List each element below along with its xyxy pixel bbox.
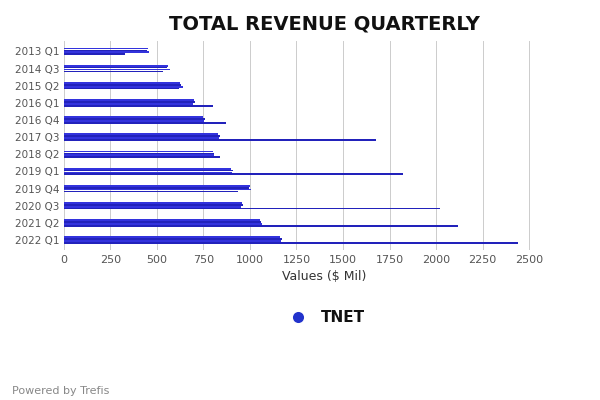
Bar [64,154,214,156]
Bar [64,120,204,122]
Bar [64,70,163,72]
Bar [64,225,458,227]
Bar [64,187,249,188]
Bar [64,122,226,124]
Bar [64,137,219,139]
Bar [64,174,403,175]
Bar [64,86,183,88]
Bar [64,88,179,89]
Bar [64,151,212,152]
Bar [64,236,280,238]
Bar [64,82,180,84]
Bar [64,118,205,120]
Bar [64,242,518,244]
Bar [64,170,233,171]
Bar [64,240,281,242]
Bar [64,202,242,204]
Bar [64,52,149,53]
Bar [64,191,238,192]
Bar [64,156,220,158]
Bar [64,168,231,170]
Bar [64,135,220,137]
Bar [64,152,214,154]
Legend: TNET: TNET [277,304,371,331]
Bar [64,139,376,141]
Bar [64,219,260,221]
Bar [64,221,261,223]
Bar [64,50,148,51]
Bar [64,204,244,206]
Bar [64,208,440,210]
Text: Powered by Trefis: Powered by Trefis [12,386,109,396]
Bar [64,65,168,66]
Bar [64,189,251,190]
Bar [64,185,250,187]
Bar [64,238,281,240]
Bar [64,53,125,55]
Bar [64,84,181,86]
Bar [64,48,148,50]
Bar [64,134,218,135]
Bar [64,223,262,225]
Bar [64,101,195,103]
Title: TOTAL REVENUE QUARTERLY: TOTAL REVENUE QUARTERLY [169,15,480,34]
Bar [64,99,194,101]
Bar [64,103,193,105]
Bar [64,206,241,208]
X-axis label: Values ($ Mil): Values ($ Mil) [282,270,367,283]
Bar [64,105,212,106]
Bar [64,116,203,118]
Bar [64,69,170,70]
Bar [64,67,167,68]
Bar [64,172,232,173]
